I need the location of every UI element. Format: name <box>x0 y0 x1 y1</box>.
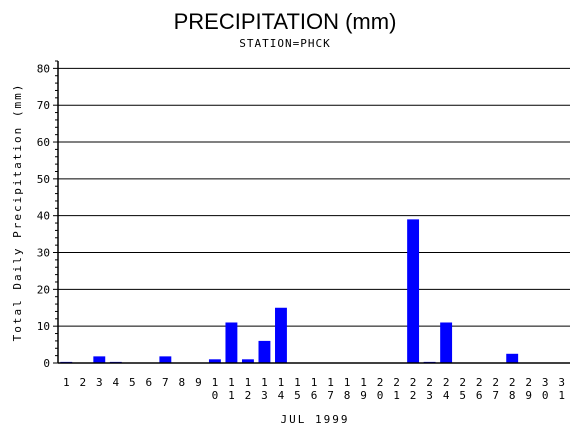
x-axis-label: JUL 1999 <box>281 413 350 426</box>
bar-day-3 <box>93 356 106 363</box>
bar-day-24 <box>440 322 453 363</box>
chart-subtitle: STATION=PHCK <box>239 37 330 50</box>
y-tick-label-20: 20 <box>37 283 50 296</box>
x-tick-label-8: 8 <box>179 376 186 389</box>
y-tick-label-50: 50 <box>37 173 50 186</box>
x-tick-label-9: 9 <box>195 376 202 389</box>
bar-day-12 <box>241 359 254 363</box>
bar-day-10 <box>208 359 221 363</box>
y-tick-label-10: 10 <box>37 320 50 333</box>
y-tick-label-30: 30 <box>37 247 50 260</box>
bar-day-28 <box>506 353 519 363</box>
y-tick-label-40: 40 <box>37 210 50 223</box>
bar-day-11 <box>225 322 238 363</box>
bar-day-7 <box>159 356 172 363</box>
y-axis-label: Total Daily Precipitation (mm) <box>11 83 24 342</box>
x-tick-label-1: 1 <box>63 376 70 389</box>
y-tick-label-70: 70 <box>37 99 50 112</box>
bar-day-22 <box>407 219 420 363</box>
x-tick-label-5: 5 <box>129 376 136 389</box>
chart-title: PRECIPITATION (mm) <box>174 9 397 34</box>
x-tick-label-7: 7 <box>162 376 169 389</box>
y-tick-label-60: 60 <box>37 136 50 149</box>
x-tick-label-2: 2 <box>79 376 86 389</box>
y-tick-label-80: 80 <box>37 62 50 75</box>
bar-day-13 <box>258 340 271 363</box>
x-tick-label-3: 3 <box>96 376 103 389</box>
x-tick-label-4: 4 <box>112 376 119 389</box>
x-tick-label-6: 6 <box>146 376 153 389</box>
y-tick-label-0: 0 <box>43 357 50 370</box>
bar-day-14 <box>275 307 287 363</box>
